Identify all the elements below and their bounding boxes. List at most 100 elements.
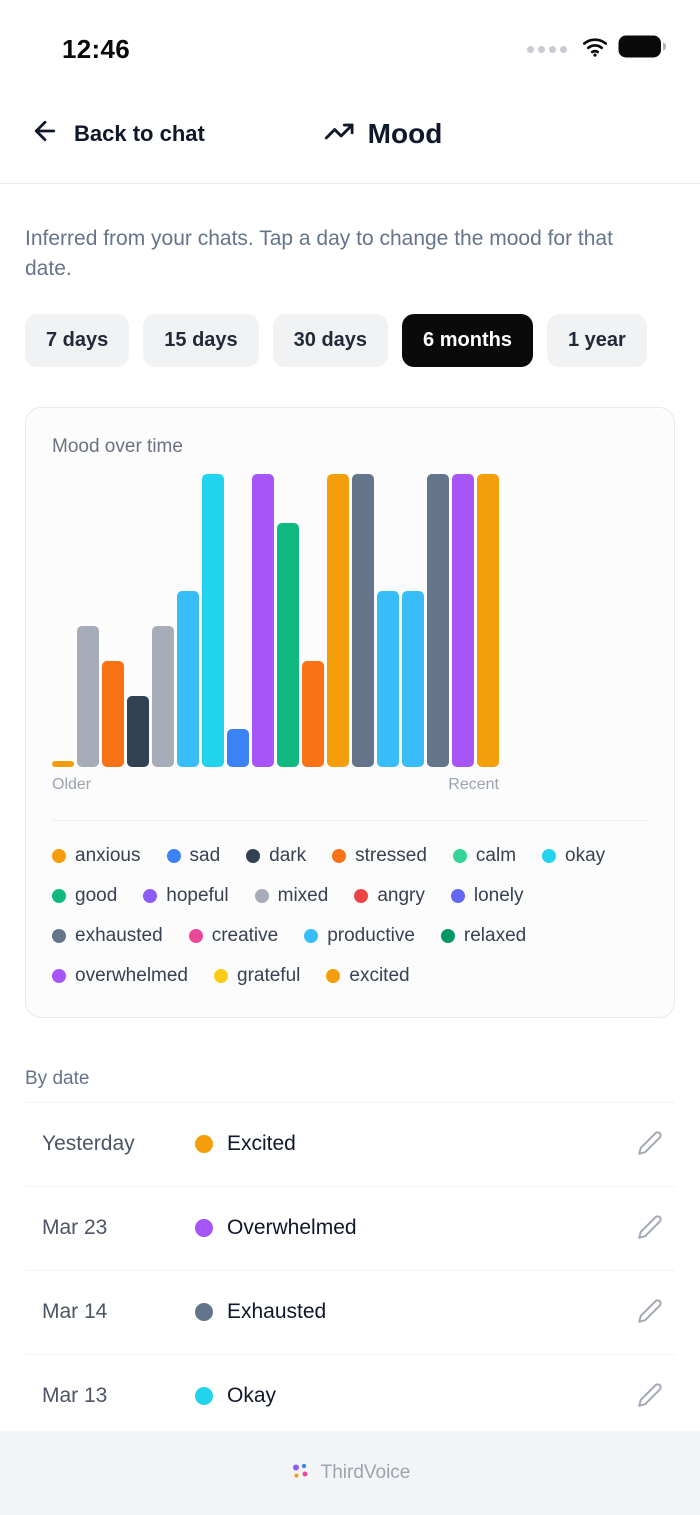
- legend-label: creative: [211, 924, 279, 946]
- chart-bar[interactable]: [102, 661, 124, 767]
- cellular-signal-icon: [527, 45, 567, 53]
- legend-dot: [452, 848, 467, 863]
- filter-pill[interactable]: 15 days: [143, 313, 259, 367]
- chart-bar[interactable]: [377, 590, 399, 767]
- mood-cell: Okay: [195, 1384, 633, 1408]
- footer: ThirdVoice: [0, 1431, 700, 1515]
- legend-item: anxious: [52, 845, 141, 867]
- chart-bar[interactable]: [152, 626, 174, 767]
- wifi-icon: [582, 37, 608, 62]
- filter-pill[interactable]: 30 days: [272, 313, 389, 367]
- chart-bar[interactable]: [477, 473, 499, 767]
- back-label: Back to chat: [74, 120, 205, 146]
- legend-item: sad: [166, 845, 220, 867]
- filter-pill[interactable]: 6 months: [402, 313, 533, 367]
- chart-bar[interactable]: [227, 728, 249, 767]
- chart-bar[interactable]: [402, 590, 424, 767]
- edit-mood-button[interactable]: [633, 1294, 667, 1331]
- date-label: Mar 23: [42, 1216, 108, 1240]
- legend-item: hopeful: [143, 884, 229, 907]
- legend-item: relaxed: [440, 924, 527, 947]
- legend-dot: [440, 928, 455, 943]
- by-date-section: By date Yesterday Excited: [25, 1068, 675, 1438]
- legend-item: dark: [246, 845, 306, 867]
- edit-mood-button[interactable]: [633, 1210, 667, 1247]
- filter-pill[interactable]: 7 days: [25, 313, 130, 367]
- legend-label: relaxed: [463, 924, 527, 946]
- legend-dot: [52, 888, 66, 903]
- legend-label: excited: [349, 964, 410, 986]
- mood-dot: [195, 1219, 213, 1238]
- date-row: Mar 14 Exhausted: [25, 1269, 675, 1354]
- legend-label: mixed: [277, 884, 329, 906]
- chart-bar[interactable]: [202, 473, 224, 767]
- legend-label: anxious: [75, 844, 141, 866]
- legend-item: calm: [452, 845, 516, 867]
- chart-bar[interactable]: [327, 473, 349, 767]
- chart-bar[interactable]: [77, 626, 99, 767]
- thirdvoice-logo: [290, 1461, 310, 1486]
- chart-bar[interactable]: [452, 473, 474, 767]
- axis-older-label: Older: [52, 775, 92, 793]
- date-row: Yesterday Excited: [25, 1101, 675, 1186]
- chart-bar[interactable]: [252, 473, 274, 767]
- axis-recent-label: Recent: [448, 775, 499, 793]
- mood-cell: Overwhelmed: [195, 1216, 633, 1240]
- by-date-title: By date: [25, 1067, 90, 1089]
- mood-chart-card: Mood over time Older Recent anxious sad …: [25, 406, 675, 1018]
- date-row: Mar 23 Overwhelmed: [25, 1185, 675, 1270]
- date-label: Mar 14: [42, 1300, 108, 1324]
- filter-pill[interactable]: 1 year: [546, 313, 647, 367]
- legend-label: good: [75, 884, 118, 906]
- page-title: Mood: [367, 117, 443, 149]
- legend-label: overwhelmed: [75, 964, 188, 986]
- chart-bar[interactable]: [352, 473, 374, 767]
- chart-bar[interactable]: [277, 523, 299, 767]
- back-button[interactable]: Back to chat: [30, 116, 205, 152]
- legend-item: stressed: [332, 845, 427, 867]
- date-label: Yesterday: [42, 1132, 135, 1156]
- legend-dot: [304, 928, 319, 943]
- legend-dot: [254, 888, 269, 903]
- chart-bar[interactable]: [302, 661, 324, 767]
- legend-item: grateful: [214, 965, 300, 987]
- main-content: Inferred from your chats. Tap a day to c…: [0, 224, 700, 1438]
- legend-label: hopeful: [166, 884, 229, 906]
- edit-mood-button[interactable]: [633, 1378, 667, 1415]
- edit-mood-button[interactable]: [633, 1126, 667, 1163]
- time-range-filter: 7 days 15 days 30 days 6 months 1 year: [25, 313, 675, 367]
- mood-chart: [52, 473, 499, 767]
- time-display: 12:46: [62, 33, 130, 64]
- chart-bar[interactable]: [127, 696, 149, 767]
- legend-item: okay: [542, 845, 605, 867]
- trending-up-icon: [324, 116, 355, 152]
- mood-cell: Exhausted: [195, 1300, 633, 1324]
- legend-dot: [450, 888, 465, 903]
- mood-label: Excited: [227, 1132, 296, 1156]
- chart-title: Mood over time: [52, 435, 183, 457]
- legend-dot: [143, 888, 158, 903]
- mood-dot: [195, 1303, 213, 1322]
- legend-item: lonely: [450, 885, 524, 907]
- legend-item: excited: [326, 964, 410, 987]
- chart-bar[interactable]: [52, 760, 74, 767]
- legend-item: exhausted: [52, 925, 163, 947]
- page-title-group: Mood: [324, 116, 443, 152]
- status-icons: [527, 35, 667, 63]
- legend-item: creative: [188, 924, 279, 947]
- legend-item: overwhelmed: [52, 965, 188, 987]
- chart-bar[interactable]: [427, 473, 449, 767]
- legend-label: angry: [377, 884, 425, 906]
- legend-dot: [52, 968, 66, 983]
- mood-label: Overwhelmed: [227, 1216, 357, 1240]
- legend-label: productive: [327, 924, 415, 946]
- pencil-icon: [637, 1298, 663, 1327]
- chart-bar[interactable]: [177, 590, 199, 767]
- legend-dot: [354, 888, 369, 903]
- header: Back to chat Mood: [0, 84, 700, 184]
- legend-label: okay: [565, 844, 606, 866]
- mood-cell: Excited: [195, 1132, 633, 1156]
- status-bar: 12:46: [0, 0, 700, 84]
- mood-dot: [195, 1135, 213, 1154]
- footer-brand: ThirdVoice: [320, 1462, 411, 1483]
